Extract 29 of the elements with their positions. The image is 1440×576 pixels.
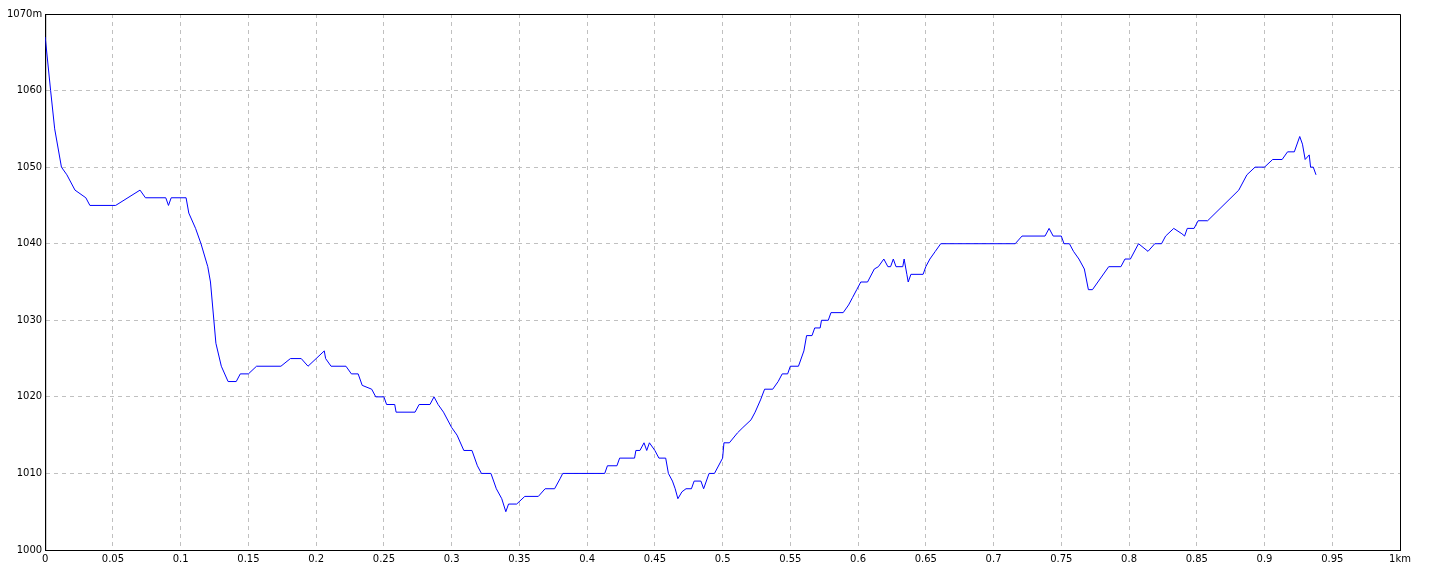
x-tick-label: 0.65 — [914, 552, 937, 564]
x-tick-label: 0.25 — [372, 552, 396, 564]
x-tick-label: 0.9 — [1256, 552, 1273, 564]
x-tick-label: 0.5 — [714, 552, 731, 564]
x-tick-label: 1km — [1389, 552, 1411, 564]
x-tick-label: 0.2 — [308, 552, 325, 564]
y-tick-label: 1070m — [6, 7, 43, 19]
x-tick-label: 0.8 — [1121, 552, 1137, 564]
y-tick-label: 1060 — [16, 84, 43, 96]
x-tick-label: 0.3 — [443, 552, 460, 564]
y-tick-label: 1030 — [16, 313, 43, 325]
x-tick-label: 0.6 — [850, 552, 867, 564]
x-tick-label: 0.75 — [1050, 552, 1073, 564]
y-tick-label: 1000 — [16, 543, 43, 555]
x-tick-label: 0.35 — [508, 552, 531, 564]
y-tick-label: 1020 — [16, 390, 43, 402]
x-tick-label: 0.55 — [779, 552, 802, 564]
y-tick-label: 1040 — [16, 237, 43, 249]
x-tick-label: 0 — [42, 552, 49, 564]
x-tick-label: 0.4 — [579, 552, 596, 564]
x-tick-label: 0.05 — [101, 552, 125, 564]
x-tick-label: 0.95 — [1321, 552, 1344, 564]
x-tick-label: 0.7 — [985, 552, 1002, 564]
x-tick-label: 0.85 — [1185, 552, 1208, 564]
x-tick-label: 0.15 — [237, 552, 260, 564]
x-tick-label: 0.45 — [643, 552, 666, 564]
x-tick-label: 0.1 — [172, 552, 189, 564]
y-tick-label: 1010 — [16, 467, 43, 479]
y-tick-label: 1050 — [16, 160, 43, 172]
